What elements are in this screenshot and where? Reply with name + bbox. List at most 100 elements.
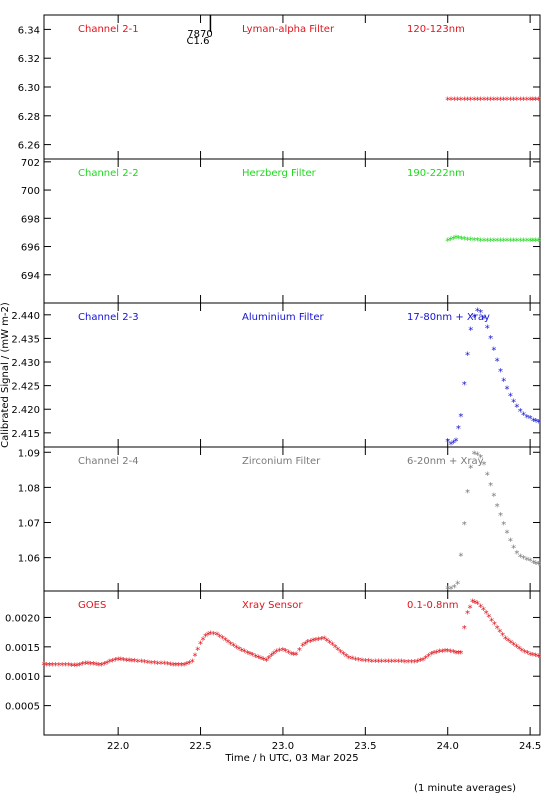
y-tick-label: 2.415 bbox=[11, 429, 40, 440]
data-point: * bbox=[324, 637, 329, 648]
data-point: * bbox=[56, 661, 61, 672]
data-point: * bbox=[511, 95, 516, 106]
data-point: * bbox=[406, 658, 411, 669]
data-point: * bbox=[448, 235, 453, 246]
x-tick-label: 23.5 bbox=[354, 741, 376, 752]
panel-frame bbox=[43, 14, 541, 160]
data-point: * bbox=[63, 661, 68, 672]
y-tick-label: 1.09 bbox=[18, 448, 40, 459]
data-point: * bbox=[521, 410, 526, 421]
panel-filter-label: Zirconium Filter bbox=[242, 456, 321, 467]
data-point: * bbox=[501, 236, 506, 247]
data-point: * bbox=[91, 660, 96, 671]
data-point: * bbox=[434, 648, 439, 659]
panel-band-label: 17-80nm + Xray bbox=[407, 312, 490, 323]
data-point: * bbox=[492, 620, 497, 631]
data-point: * bbox=[533, 95, 538, 106]
data-point: * bbox=[472, 450, 477, 461]
data-point: * bbox=[66, 661, 71, 672]
data-point: * bbox=[525, 649, 530, 660]
data-point: * bbox=[528, 557, 533, 568]
data-point: * bbox=[501, 376, 506, 387]
data-point: * bbox=[418, 657, 423, 668]
data-point: * bbox=[319, 635, 324, 646]
data-point: * bbox=[528, 414, 533, 425]
data-point: * bbox=[488, 236, 493, 247]
data-point: * bbox=[83, 659, 88, 670]
data-point: * bbox=[369, 657, 374, 668]
data-point: * bbox=[497, 628, 502, 639]
panel-frame bbox=[43, 590, 541, 736]
data-point: * bbox=[215, 631, 220, 642]
data-point: * bbox=[386, 658, 391, 669]
data-point: * bbox=[373, 657, 378, 668]
data-point: * bbox=[531, 417, 536, 428]
data-point: * bbox=[47, 661, 52, 672]
data-point: * bbox=[127, 657, 132, 668]
y-tick-label: 0.0020 bbox=[5, 613, 40, 624]
data-point: * bbox=[501, 95, 506, 106]
y-tick-label: 694 bbox=[21, 271, 40, 282]
data-point: * bbox=[498, 367, 503, 378]
y-tick-label: 6.28 bbox=[18, 112, 40, 123]
data-point: * bbox=[478, 602, 483, 613]
x-tick-label: 22.0 bbox=[107, 741, 129, 752]
data-point: * bbox=[330, 641, 335, 652]
data-point: * bbox=[322, 635, 327, 646]
data-point: * bbox=[195, 645, 200, 656]
data-point: * bbox=[226, 638, 231, 649]
data-point: * bbox=[472, 313, 477, 324]
data-point: * bbox=[508, 536, 513, 547]
data-point: * bbox=[231, 642, 236, 653]
data-point: * bbox=[426, 652, 431, 663]
data-point: * bbox=[389, 658, 394, 669]
data-point: * bbox=[429, 650, 434, 661]
data-point: * bbox=[107, 658, 112, 669]
data-point: * bbox=[485, 236, 490, 247]
data-point: * bbox=[521, 95, 526, 106]
flare-marker-label-top: 7870 bbox=[187, 29, 212, 40]
data-point: * bbox=[333, 643, 338, 654]
data-point: * bbox=[396, 658, 401, 669]
data-point: * bbox=[203, 632, 208, 643]
data-point: * bbox=[530, 651, 535, 662]
data-point: * bbox=[465, 609, 470, 620]
data-point: * bbox=[451, 235, 456, 246]
data-point: * bbox=[488, 334, 493, 345]
panel-channel-label: Channel 2-3 bbox=[78, 312, 139, 323]
data-point: * bbox=[121, 656, 126, 667]
data-point: * bbox=[366, 657, 371, 668]
data-point: * bbox=[495, 357, 500, 368]
data-point: * bbox=[239, 646, 244, 657]
data-point: * bbox=[472, 236, 477, 247]
flare-marker-label-bottom: C1.6 bbox=[187, 36, 210, 47]
data-point: * bbox=[481, 314, 486, 325]
x-tick-label: 24.5 bbox=[519, 741, 541, 752]
data-point: * bbox=[344, 652, 349, 663]
data-point: * bbox=[478, 453, 483, 464]
panel-band-label: 6-20nm + Xray bbox=[407, 456, 484, 467]
data-point: * bbox=[266, 654, 271, 665]
chart-panel-2: 694 696 698 700 702 Channel 2-2 Herzberg Filte… bbox=[21, 158, 541, 304]
data-point: * bbox=[50, 661, 55, 672]
y-tick-label: 2.440 bbox=[11, 311, 40, 322]
data-point: * bbox=[211, 630, 216, 641]
data-point: * bbox=[517, 644, 522, 655]
data-point: * bbox=[481, 95, 486, 106]
data-point: * bbox=[305, 638, 310, 649]
data-point: * bbox=[402, 658, 407, 669]
data-point: * bbox=[478, 308, 483, 319]
y-tick-label: 2.430 bbox=[11, 358, 40, 369]
data-point: * bbox=[453, 436, 458, 447]
data-point: * bbox=[449, 440, 454, 451]
data-point: * bbox=[452, 583, 457, 594]
data-point: * bbox=[234, 643, 239, 654]
y-tick-label: 6.34 bbox=[18, 25, 40, 36]
data-point: * bbox=[445, 647, 450, 658]
data-point: * bbox=[412, 658, 417, 669]
data-point: * bbox=[462, 380, 467, 391]
data-point: * bbox=[462, 235, 467, 246]
y-tick-label: 1.06 bbox=[18, 554, 40, 565]
data-point: * bbox=[528, 651, 533, 662]
data-point: * bbox=[481, 236, 486, 247]
